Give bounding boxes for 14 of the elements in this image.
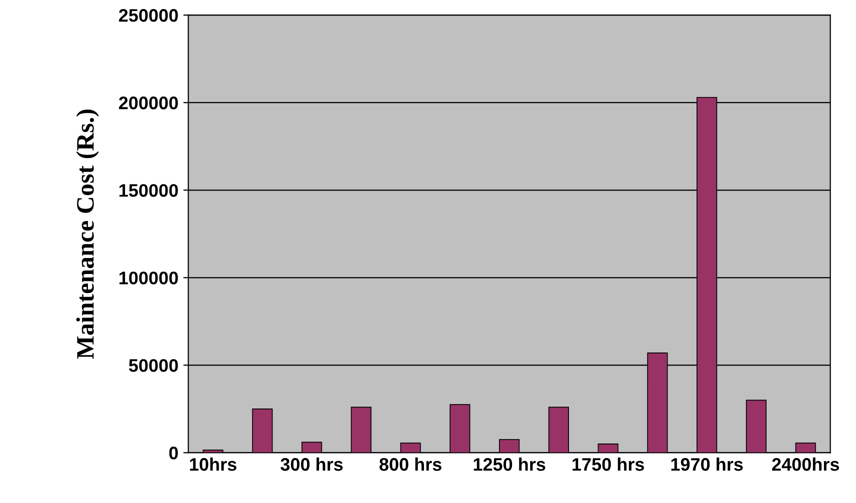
y-tick-label: 50000 bbox=[128, 359, 178, 372]
y-tick-label: 150000 bbox=[119, 184, 178, 197]
y-axis-title: Maintenance Cost (Rs.) bbox=[76, 110, 99, 359]
x-tick-label: 800 hrs bbox=[380, 458, 442, 471]
y-tick-label: 200000 bbox=[118, 96, 178, 110]
y-tick-label: 250000 bbox=[118, 9, 178, 22]
y-tick-label: 0 bbox=[169, 446, 178, 460]
x-tick-label: 300 hrs bbox=[280, 458, 343, 471]
x-tick-label: 1750 hrs bbox=[572, 458, 644, 471]
y-tick-label: 100000 bbox=[119, 272, 178, 284]
x-tick-label: 10hrs bbox=[190, 458, 236, 471]
x-tick-label: 1970 hrs bbox=[671, 458, 743, 471]
x-tick-label: 1250 hrs bbox=[474, 458, 546, 471]
x-tick-label: 2400hrs bbox=[772, 458, 840, 471]
